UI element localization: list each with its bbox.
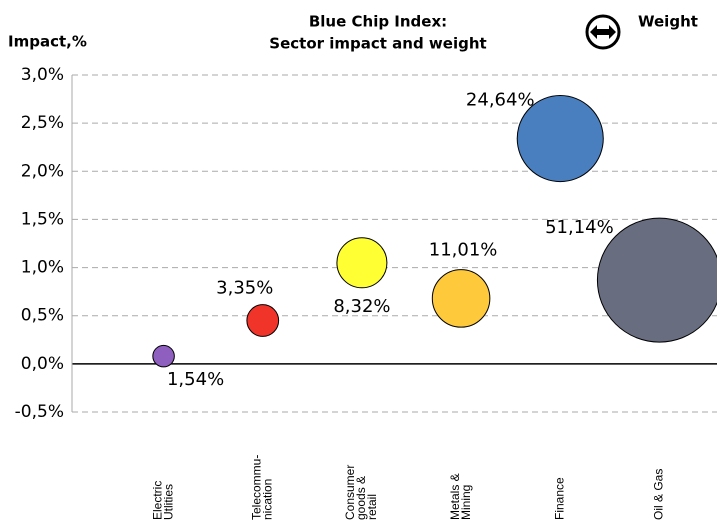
y-tick-label: -0,5% xyxy=(15,402,64,422)
x-tick-label-line: Consumer xyxy=(343,465,357,520)
size-legend-icon xyxy=(585,14,621,50)
y-axis-title: Impact,% xyxy=(8,33,87,51)
x-tick-label-line: retail xyxy=(365,494,379,520)
data-label: 51,14% xyxy=(545,217,614,238)
x-tick-label-line: goods & xyxy=(354,476,368,520)
bubble xyxy=(152,344,175,368)
x-tick-label-line: nication xyxy=(260,479,274,520)
x-tick-label-line: Oil & Gas xyxy=(652,469,666,520)
y-tick-label: 2,5% xyxy=(21,113,64,133)
y-tick-label: 2,0% xyxy=(21,161,64,181)
x-tick-label: Oil & Gas xyxy=(652,469,666,520)
y-tick-label: 1,0% xyxy=(21,258,64,278)
y-tick-label: 0,5% xyxy=(21,306,64,326)
bubble xyxy=(431,269,491,328)
x-tick-label: Metals &Mining xyxy=(448,473,473,520)
x-tick-label-line: Telecommu- xyxy=(249,455,263,520)
x-tick-label-line: Metals & xyxy=(448,473,462,520)
chart-title: Blue Chip Index: xyxy=(309,13,447,31)
bubble xyxy=(596,217,717,343)
data-label: 24,64% xyxy=(466,90,535,111)
bubble xyxy=(246,304,280,337)
chart-subtitle: Sector impact and weight xyxy=(269,35,486,53)
y-tick-label: 1,5% xyxy=(21,209,64,229)
x-tick-label-line: Electric xyxy=(150,481,164,520)
x-tick-label-line: Utlities xyxy=(161,484,175,520)
size-legend-label: Weight xyxy=(638,13,698,31)
x-tick-label-line: Mining xyxy=(459,485,473,520)
y-tick-label: 0,0% xyxy=(21,354,64,374)
x-tick-label: Finance xyxy=(552,477,566,520)
x-tick-label-line: Finance xyxy=(552,477,566,520)
x-tick-label: Telecommu-nication xyxy=(249,455,274,520)
data-label: 1,54% xyxy=(167,369,224,390)
data-label: 11,01% xyxy=(429,239,498,260)
data-label: 3,35% xyxy=(216,278,273,299)
bubble xyxy=(516,95,604,183)
data-label: 8,32% xyxy=(333,296,390,317)
y-tick-label: 3,0% xyxy=(21,65,64,85)
bubble xyxy=(336,237,388,289)
